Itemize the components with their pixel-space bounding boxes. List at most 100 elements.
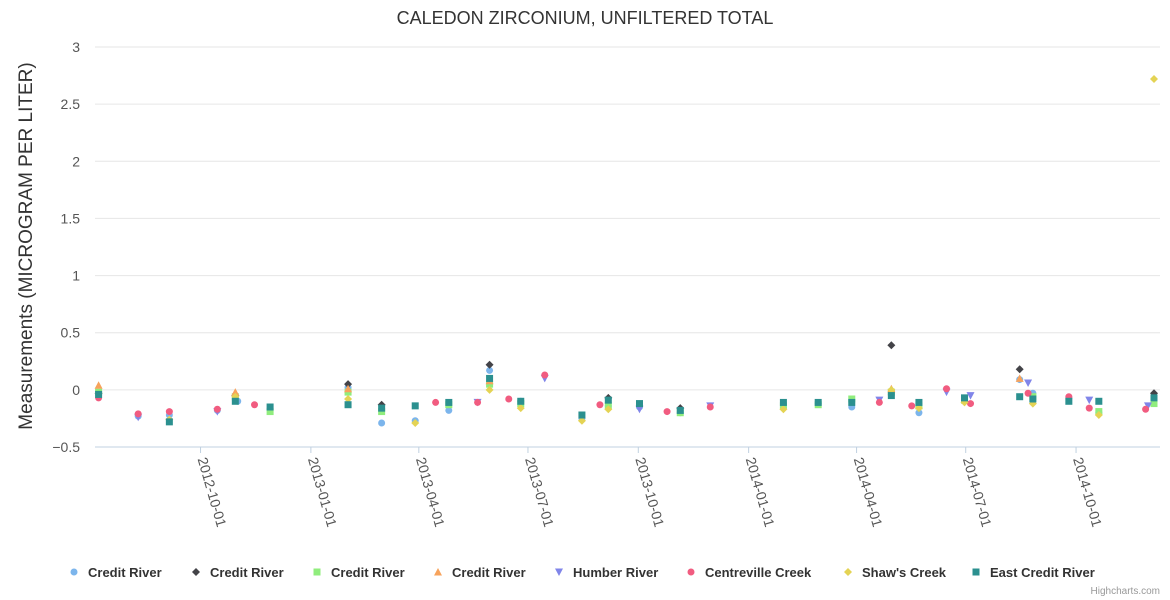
data-point[interactable] [663,408,671,416]
data-point[interactable] [943,385,951,393]
legend-label: Credit River [331,565,405,580]
data-point[interactable] [541,371,549,379]
data-point[interactable] [445,398,453,406]
data-point[interactable] [344,384,353,393]
data-point[interactable] [577,416,586,425]
data-point[interactable] [779,405,788,414]
legend-item[interactable]: Shaw's Creek [844,565,947,580]
y-tick-label: 2 [72,153,80,169]
data-point[interactable] [213,405,221,413]
data-point[interactable] [1015,374,1024,382]
data-point[interactable] [485,385,494,394]
data-point[interactable] [1065,397,1073,405]
data-point[interactable] [1094,411,1103,419]
data-point[interactable] [474,398,482,406]
data-point[interactable] [411,419,420,427]
data-point[interactable] [1024,379,1033,388]
data-point[interactable] [517,397,525,405]
data-point[interactable] [432,398,440,406]
data-point[interactable] [596,401,604,409]
data-point[interactable] [1144,402,1153,410]
chart-title: CALEDON ZIRCONIUM, UNFILTERED TOTAL [397,8,774,28]
data-point[interactable] [344,395,353,403]
data-point[interactable] [848,398,856,406]
legend-symbol[interactable] [687,568,695,576]
legend-symbol[interactable] [313,568,321,576]
series-5 [95,371,1150,418]
data-point[interactable] [635,400,643,408]
y-tick-label: 0 [72,382,80,398]
data-point[interactable] [1016,393,1024,401]
data-point[interactable] [95,390,103,398]
legend-item[interactable]: Humber River [555,565,658,580]
legend-item[interactable]: Credit River [434,565,526,580]
data-point[interactable] [378,404,386,412]
legend-item[interactable]: East Credit River [972,565,1095,580]
data-point[interactable] [486,366,494,374]
data-point[interactable] [134,410,142,418]
data-point[interactable] [1085,404,1093,412]
legend-symbol[interactable] [192,568,200,576]
legend-item[interactable]: Centreville Creek [687,565,812,580]
data-point[interactable] [231,397,239,405]
data-point[interactable] [887,341,896,350]
data-point[interactable] [1142,405,1150,413]
data-point[interactable] [1150,75,1159,83]
data-point[interactable] [1029,395,1037,403]
data-point[interactable] [578,411,586,419]
data-point[interactable] [966,392,975,400]
data-point[interactable] [445,406,453,414]
legend-symbol[interactable] [972,568,980,576]
data-point[interactable] [1150,394,1158,402]
legend-symbol[interactable] [844,568,852,576]
series-7 [95,374,1158,426]
data-point[interactable] [231,388,240,396]
data-point[interactable] [887,385,896,394]
data-point[interactable] [706,403,714,411]
legend-symbol[interactable] [434,568,442,576]
data-point[interactable] [875,398,883,406]
legend-symbol[interactable] [555,568,563,577]
data-point[interactable] [1150,400,1158,408]
data-point[interactable] [94,381,103,389]
legend-item[interactable]: Credit River [313,565,405,580]
data-point[interactable] [344,401,352,409]
data-point[interactable] [604,405,613,414]
data-point[interactable] [516,404,525,413]
data-point[interactable] [676,406,684,414]
data-point[interactable] [915,409,923,417]
data-point[interactable] [914,404,923,413]
data-point[interactable] [814,398,822,406]
data-point[interactable] [915,398,923,406]
data-point[interactable] [266,403,274,411]
data-point[interactable] [378,419,386,427]
data-point[interactable] [779,398,787,406]
data-point[interactable] [411,402,419,410]
data-point[interactable] [486,374,494,382]
data-point[interactable] [961,394,969,402]
y-gridlines [95,46,1160,448]
data-point[interactable] [505,395,513,403]
credits-link[interactable]: Highcharts.com [1091,586,1160,597]
data-point[interactable] [165,418,173,426]
data-point[interactable] [604,396,612,404]
legend-label: Credit River [452,565,526,580]
data-point[interactable] [251,401,259,409]
legend-label: Credit River [210,565,284,580]
legend-item[interactable]: Credit River [192,565,284,580]
data-point[interactable] [635,405,644,414]
data-point[interactable] [485,360,494,369]
legend-symbol[interactable] [70,568,78,576]
legend-item[interactable]: Credit River [70,565,162,580]
data-point[interactable] [266,408,274,416]
data-point[interactable] [165,408,173,416]
data-point[interactable] [887,392,895,400]
data-point[interactable] [344,380,353,389]
data-point[interactable] [1095,397,1103,405]
data-point[interactable] [967,400,975,408]
data-point[interactable] [1015,365,1024,374]
data-point[interactable] [1024,389,1032,397]
data-point[interactable] [908,402,916,410]
data-point[interactable] [1085,396,1094,405]
